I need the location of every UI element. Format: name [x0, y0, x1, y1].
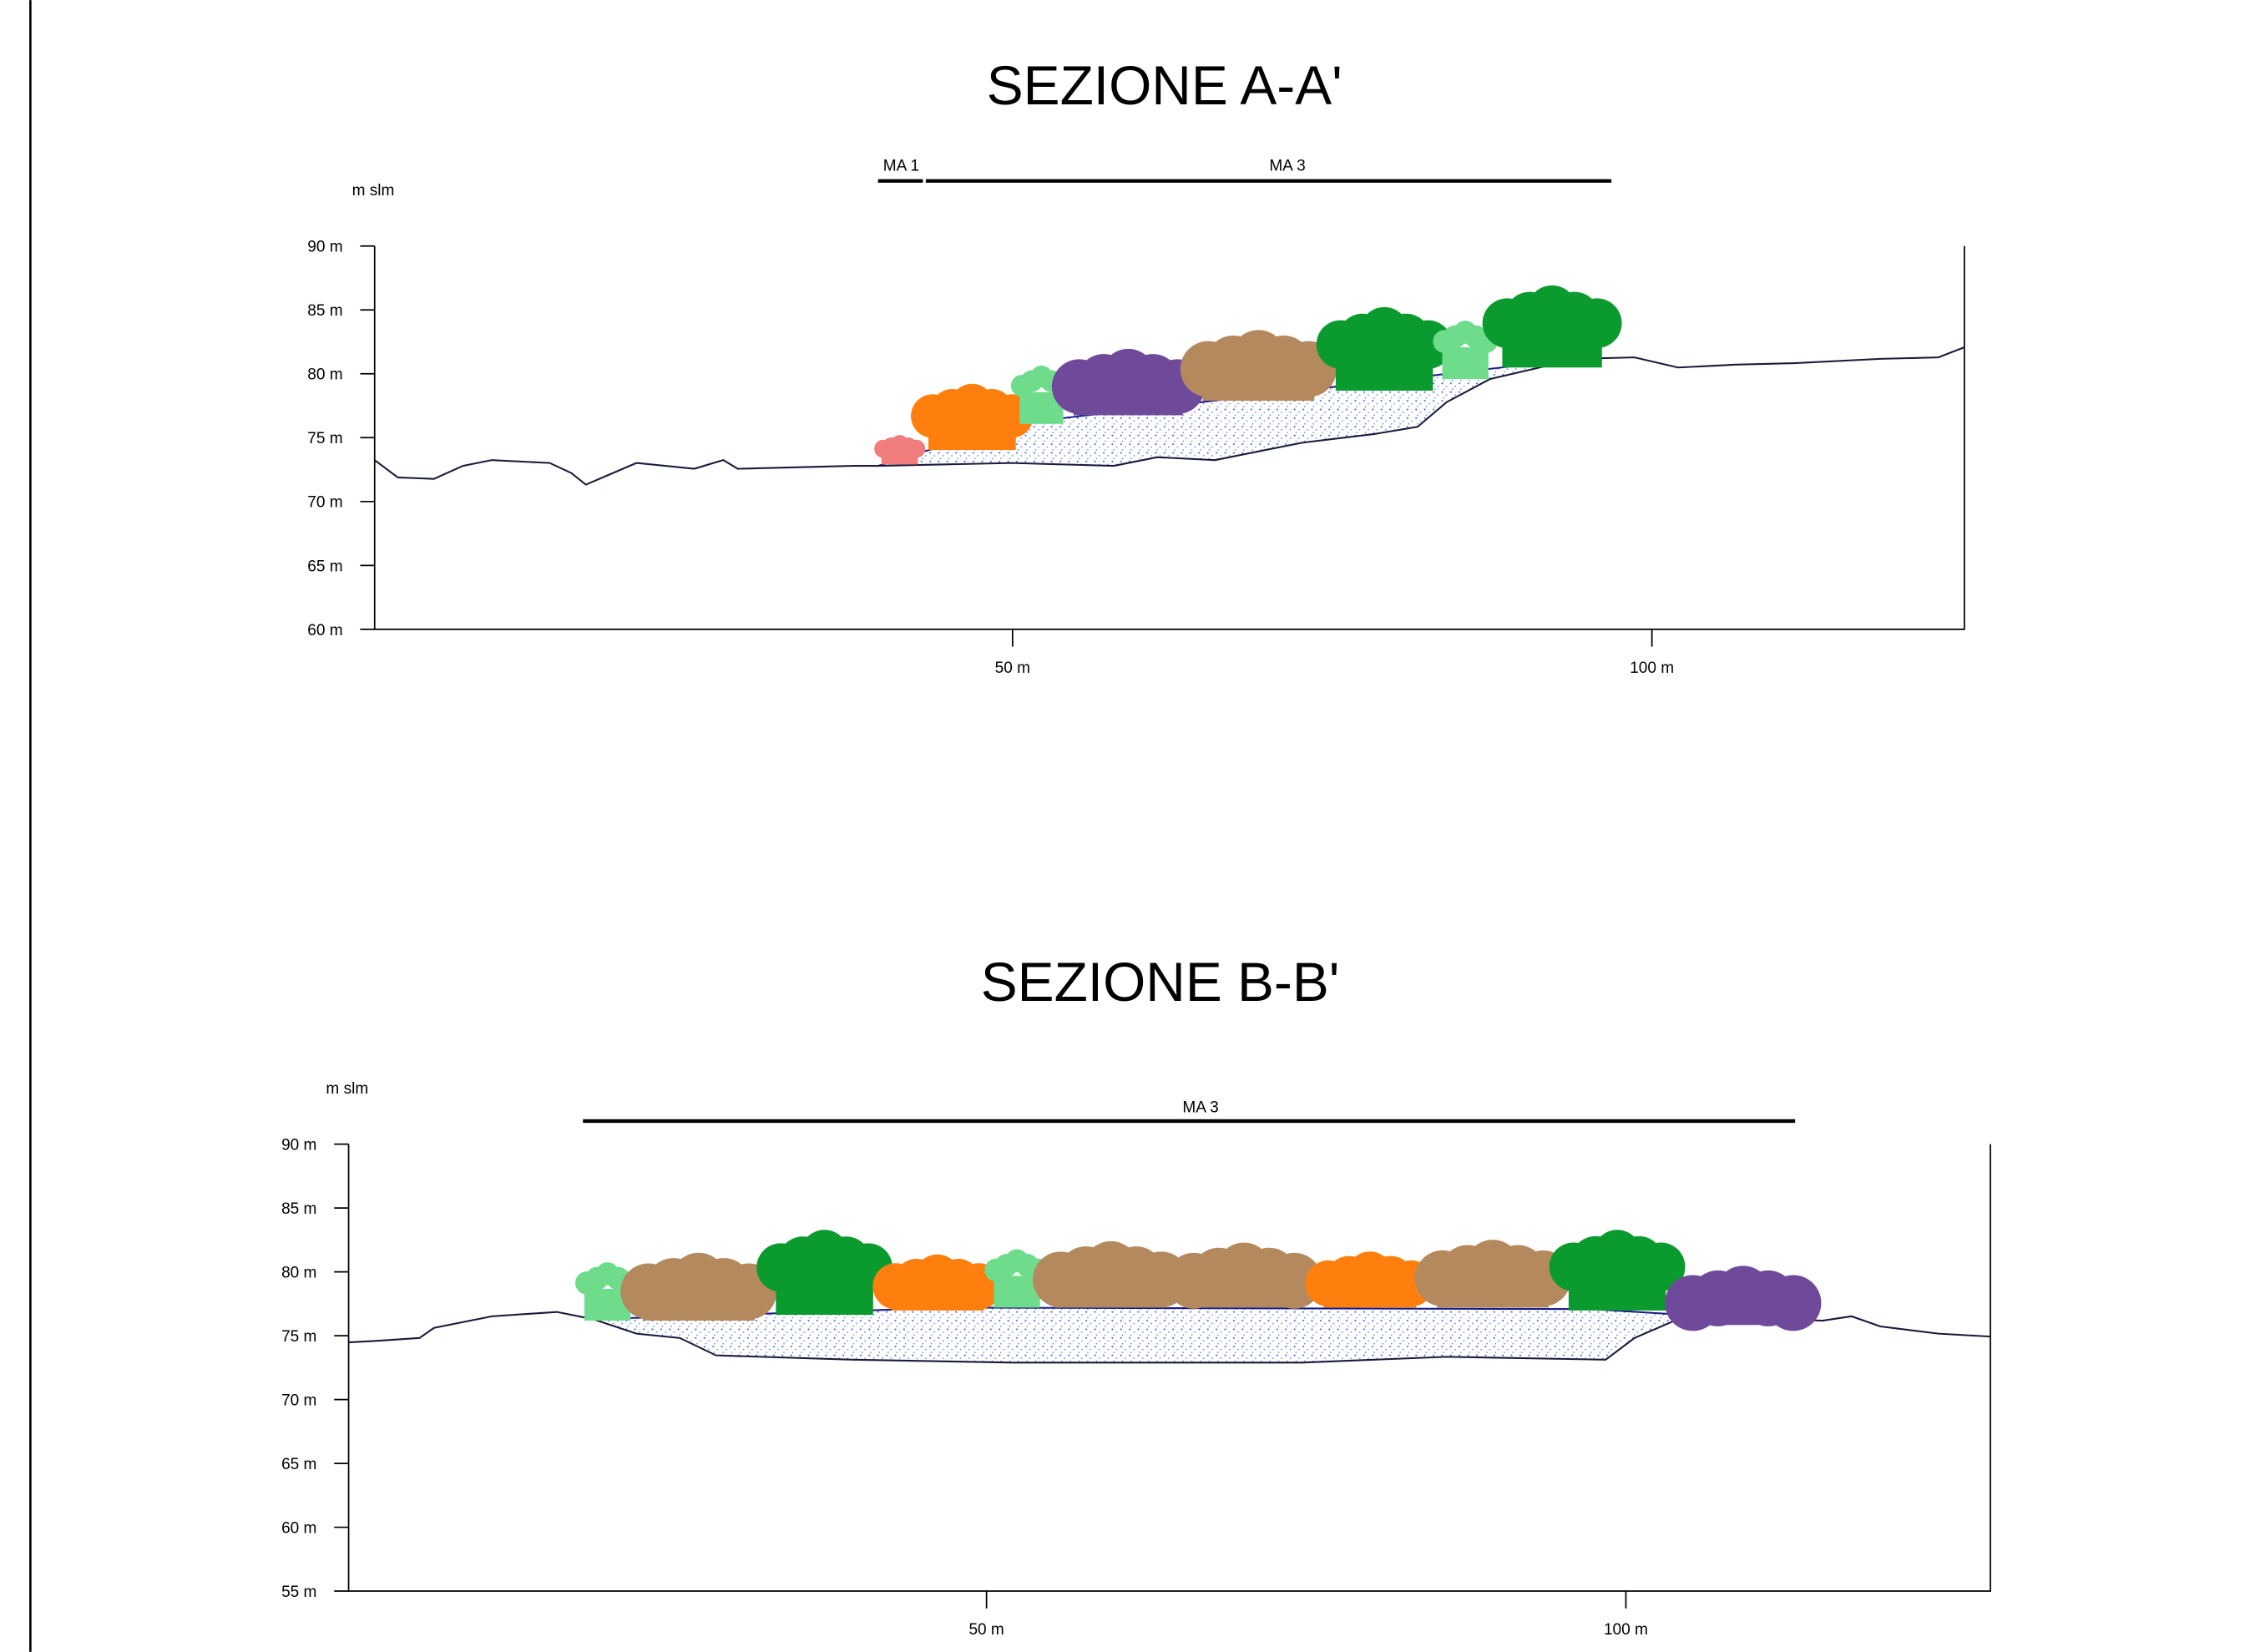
x-tick-label: 100 m	[1604, 1621, 1648, 1639]
y-tick-label: 55 m	[281, 1584, 316, 1601]
terrain	[348, 1311, 1991, 1364]
shrub	[1180, 330, 1337, 402]
shrub	[1665, 1266, 1822, 1331]
title: SEZIONE B-B'	[981, 951, 1340, 1013]
shrub-body	[1442, 347, 1489, 380]
y-tick-label: 80 m	[281, 1265, 316, 1282]
bar-label: MA 3	[1269, 158, 1305, 175]
y-tick-label: 90 m	[307, 239, 342, 256]
axes	[347, 1144, 1991, 1592]
shrub	[575, 1262, 640, 1321]
bar-label: MA 1	[883, 158, 919, 175]
y-tick-label: 70 m	[307, 494, 342, 512]
y-tick-label: 75 m	[281, 1328, 316, 1346]
y-tick-label: 70 m	[281, 1392, 316, 1410]
fill-surface	[593, 1306, 1707, 1321]
shrub	[911, 383, 1034, 451]
x-tick-label: 100 m	[1630, 659, 1674, 677]
y-tick-label: 85 m	[307, 302, 342, 320]
section-b: SEZIONE B-B' m slm MA 3 90 m 85 m 80 m 75 m…	[281, 951, 1991, 1639]
shrub	[1051, 348, 1206, 416]
shrub	[1549, 1230, 1686, 1311]
x-tick-label: 50 m	[968, 1621, 1004, 1639]
title: SEZIONE A-A'	[987, 54, 1342, 116]
shrub	[874, 435, 926, 465]
axis-label: m slm	[326, 1080, 368, 1098]
y-tick-label: 85 m	[281, 1200, 316, 1218]
y-tick-label: 65 m	[307, 558, 342, 575]
shrub	[1033, 1240, 1190, 1308]
y-tick-label: 75 m	[307, 430, 342, 447]
shrub	[1316, 306, 1453, 391]
shrub	[1165, 1242, 1322, 1309]
shrub	[1433, 321, 1498, 380]
shrub-lobe	[1636, 1242, 1686, 1291]
shrub-lobe	[907, 439, 926, 458]
y-tick-label: 65 m	[281, 1456, 316, 1473]
bar-label: MA 3	[1182, 1099, 1218, 1117]
shrub-lobe	[1571, 298, 1622, 349]
terrain	[374, 346, 1965, 486]
shrub	[1482, 285, 1622, 368]
shrub	[872, 1254, 1003, 1311]
section-a: SEZIONE A-A' m slm MA 1 MA 3 90 m 85 m 80 …	[307, 54, 1965, 677]
shrub-lobe	[1266, 1252, 1322, 1309]
axis-label: m slm	[352, 182, 395, 200]
shrub-body	[994, 1276, 1040, 1308]
y-tick-label: 80 m	[307, 366, 342, 384]
shrub	[756, 1230, 892, 1316]
shrub	[984, 1249, 1049, 1308]
y-tick-label: 90 m	[281, 1137, 316, 1154]
shrub	[1305, 1251, 1435, 1308]
shrub	[620, 1252, 777, 1321]
fill	[593, 1307, 1707, 1363]
y-tick-label: 60 m	[281, 1519, 316, 1537]
shrub-lobe	[1765, 1275, 1822, 1331]
x-tick-label: 50 m	[995, 659, 1030, 677]
y-tick-label: 60 m	[307, 622, 342, 639]
shrub	[1414, 1240, 1571, 1308]
